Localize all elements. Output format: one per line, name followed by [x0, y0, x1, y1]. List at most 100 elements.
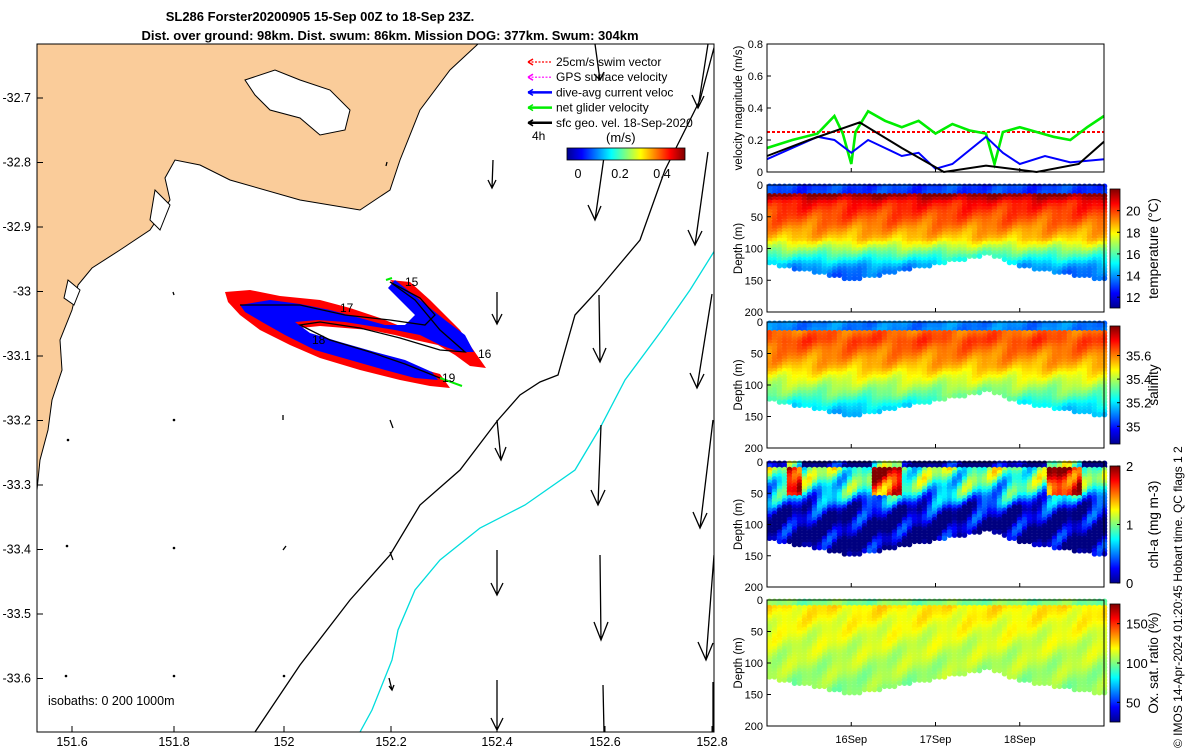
data-point — [1046, 266, 1053, 272]
isobaths-label: isobaths: 0 200 1000m — [48, 694, 174, 708]
arrow — [491, 292, 503, 326]
data-point — [771, 396, 778, 402]
data-point — [1096, 411, 1103, 418]
arrow — [689, 293, 713, 390]
data-point — [891, 269, 898, 275]
data-point — [831, 272, 838, 278]
data-point — [1061, 405, 1068, 412]
arrow — [587, 149, 606, 222]
data-point — [1061, 269, 1068, 275]
data-point — [941, 396, 948, 402]
data-point — [1086, 272, 1093, 278]
data-point — [956, 532, 963, 538]
legend-arrowhead — [527, 73, 534, 81]
y-tick-label: 0 — [757, 317, 763, 329]
data-point — [821, 544, 828, 551]
colorbar-tick-label: 14 — [1126, 269, 1140, 284]
data-point — [861, 408, 868, 415]
data-point — [1016, 399, 1023, 405]
data-point — [841, 275, 848, 282]
net-glider-velocity — [385, 277, 463, 387]
colorbar-tick-label: 0.4 — [653, 167, 670, 181]
data-point — [886, 269, 893, 275]
data-point — [1041, 402, 1048, 408]
data-point — [996, 389, 1003, 396]
arrow — [385, 161, 388, 167]
data-point — [881, 269, 888, 275]
data-point — [911, 538, 918, 545]
data-point — [946, 256, 953, 263]
arrow-dot — [172, 418, 176, 422]
colorbar-tick-label: 16 — [1126, 247, 1140, 262]
data-point — [931, 259, 938, 266]
data-point — [871, 272, 878, 278]
map-y-axis: -32.7-32.8-32.9-33-33.1-33.2-33.3-33.4-3… — [3, 91, 43, 686]
data-point — [981, 250, 988, 256]
data-point — [956, 256, 963, 263]
data-point — [1016, 262, 1023, 269]
y-tick-label: 0 — [757, 167, 763, 179]
colorbar-tick-label: 0.2 — [611, 167, 628, 181]
legend-label: GPS surface velocity — [556, 70, 667, 84]
data-point — [986, 386, 993, 393]
y-tick-label: -32.9 — [3, 220, 32, 234]
data-point — [921, 399, 928, 405]
data-point — [826, 272, 833, 278]
x-tick-label: 152.8 — [696, 735, 727, 749]
data-point — [1096, 275, 1103, 282]
legend-label: 25cm/s swim vector — [556, 55, 661, 69]
arrow — [692, 419, 714, 530]
data-point — [951, 392, 958, 399]
data-point — [901, 402, 908, 408]
data-point — [766, 396, 773, 402]
day-label: 17 — [340, 301, 354, 315]
lake — [149, 188, 171, 231]
data-point — [781, 538, 788, 545]
y-axis-label: velocity magnitude (m/s) — [733, 46, 745, 171]
arrow-dot — [172, 546, 176, 550]
data-point — [811, 405, 818, 412]
data-point — [806, 541, 813, 548]
colorbar-label: temperature (°C) — [1146, 198, 1161, 299]
data-point — [846, 551, 853, 557]
data-point — [961, 392, 968, 399]
arrow-dot — [282, 674, 286, 678]
data-point — [831, 408, 838, 415]
data-point — [836, 408, 843, 415]
data-point — [951, 532, 958, 538]
data-point — [816, 269, 823, 275]
data-point — [836, 547, 843, 554]
data-point — [1021, 262, 1028, 269]
colorbar-tick-label: 18 — [1126, 225, 1140, 240]
data-point — [991, 253, 998, 259]
title-line-1: SL286 Forster20200905 15-Sep 00Z to 18-S… — [166, 9, 475, 24]
data-point — [976, 253, 983, 259]
data-point — [1091, 275, 1098, 282]
data-point — [961, 256, 968, 263]
data-point — [776, 262, 783, 269]
colorbar-title: (m/s) — [606, 130, 636, 145]
y-tick-label: -32.8 — [3, 156, 32, 170]
data-point — [851, 275, 858, 282]
data-point — [1001, 392, 1008, 399]
data-point — [846, 411, 853, 418]
data-point — [1076, 408, 1083, 415]
data-point — [911, 262, 918, 269]
arrow — [389, 551, 394, 561]
land — [37, 44, 479, 491]
y-tick-label: 0.6 — [748, 71, 763, 83]
data-point — [1031, 266, 1038, 272]
data-point — [1066, 269, 1073, 275]
day-label: 18 — [312, 333, 326, 347]
current-arrows — [172, 44, 714, 732]
data-point — [941, 535, 948, 542]
legend-arrowhead — [527, 119, 534, 127]
data-point — [861, 272, 868, 278]
data-point — [896, 402, 903, 408]
data-point — [876, 272, 883, 278]
arrow-dot — [66, 438, 70, 442]
